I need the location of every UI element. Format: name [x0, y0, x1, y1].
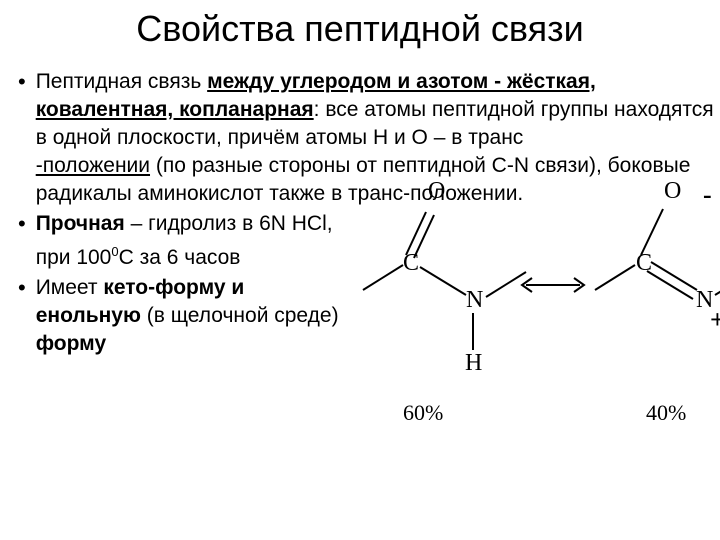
bullet-marker: • — [18, 68, 26, 96]
percent-right: 40% — [646, 400, 686, 426]
bullet-2: • Прочная – гидролиз в 6N HCl, при 1000С… — [18, 210, 348, 272]
bullet-marker: • — [18, 210, 26, 238]
charge-plus: + — [710, 305, 720, 335]
resonance-arrow-icon — [518, 270, 588, 300]
atom-N: N — [466, 287, 483, 314]
atom-C: C — [403, 250, 419, 277]
resonance-diagram: O C N H 60% O - C N + 40% — [348, 175, 718, 475]
bullet-marker: • — [18, 274, 26, 302]
atom-H: H — [465, 350, 482, 377]
bullet-3: • Имеет кето-форму и енольную (в щелочно… — [18, 274, 348, 358]
atom-O: O — [664, 178, 681, 205]
slide-title: Свойства пептидной связи — [0, 0, 720, 68]
percent-left: 60% — [403, 400, 443, 426]
charge-minus: - — [703, 180, 712, 210]
bullet-2-text: Прочная – гидролиз в 6N HCl, при 1000С з… — [36, 210, 348, 272]
atom-O: O — [428, 178, 445, 205]
keto-structure — [348, 175, 528, 395]
bullet-3-text: Имеет кето-форму и енольную (в щелочной … — [36, 274, 348, 358]
enol-structure — [583, 175, 720, 395]
atom-C: C — [636, 250, 652, 277]
